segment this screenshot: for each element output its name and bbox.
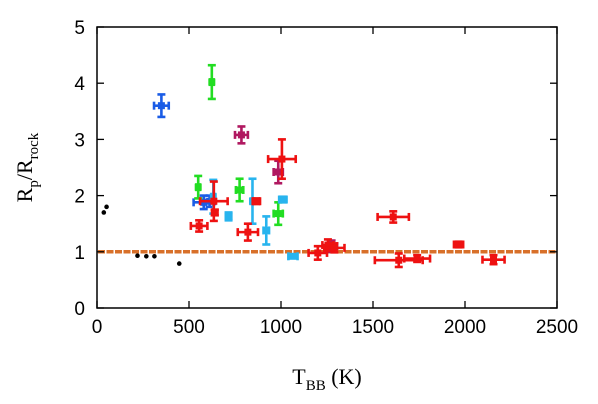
y-tick-label: 0	[74, 299, 85, 320]
y-tick-label: 5	[74, 18, 85, 39]
point-marker	[176, 261, 182, 266]
plot-frame	[96, 26, 558, 309]
data-point	[144, 253, 149, 259]
data-point	[189, 219, 209, 233]
data-point	[135, 253, 140, 259]
y-tick-label: 1	[74, 243, 85, 264]
point-marker	[278, 155, 286, 163]
data-point	[104, 204, 109, 210]
point-marker	[324, 241, 332, 249]
data-point	[233, 125, 250, 145]
x-tick-label: 500	[173, 317, 205, 338]
point-marker	[279, 196, 287, 204]
point-marker	[195, 222, 203, 230]
point-marker	[104, 204, 109, 210]
y-axis-title: Rp/Rrock	[12, 132, 42, 202]
y-tick-label: 4	[74, 74, 85, 95]
point-marker	[389, 213, 397, 221]
point-marker	[152, 253, 157, 259]
data-point	[307, 244, 329, 261]
data-point	[236, 222, 260, 242]
x-tick-label: 2000	[444, 317, 486, 338]
x-tick-label: 0	[92, 317, 103, 338]
point-marker	[252, 197, 260, 205]
point-marker	[208, 78, 216, 86]
point-marker	[289, 252, 297, 260]
data-points-layer	[101, 63, 506, 269]
data-point	[277, 195, 288, 204]
x-tick-label: 2500	[536, 317, 578, 338]
data-point	[262, 215, 271, 246]
data-point	[207, 63, 216, 101]
point-marker	[210, 197, 218, 205]
point-marker	[211, 208, 219, 216]
point-marker	[490, 256, 498, 264]
point-marker	[413, 255, 421, 263]
data-point	[481, 253, 506, 266]
data-point	[234, 177, 245, 203]
point-marker	[274, 210, 282, 218]
ticks-layer: 0 500 1000 1500 2000 2500 0 1 2 3 4 5	[74, 18, 578, 338]
data-point	[287, 252, 299, 261]
data-point	[322, 242, 346, 254]
point-marker	[314, 249, 322, 257]
point-marker	[274, 168, 282, 176]
data-point	[452, 240, 465, 249]
data-point	[251, 197, 262, 206]
data-point	[152, 253, 157, 259]
data-point	[176, 261, 182, 266]
data-point	[224, 211, 233, 222]
data-point	[376, 210, 411, 224]
point-marker	[244, 228, 252, 236]
x-tick-label: 1500	[352, 317, 394, 338]
point-marker	[194, 183, 202, 191]
point-marker	[237, 131, 245, 139]
point-marker	[330, 244, 338, 252]
point-marker	[262, 226, 270, 234]
data-point	[266, 138, 298, 181]
data-point	[402, 253, 432, 264]
point-marker	[157, 102, 165, 110]
y-tick-label: 2	[74, 187, 85, 208]
data-point	[210, 208, 219, 217]
data-point	[272, 201, 285, 227]
point-marker	[135, 253, 140, 259]
data-point	[101, 210, 107, 215]
point-marker	[395, 256, 403, 264]
point-marker	[225, 212, 233, 220]
data-point	[152, 93, 171, 119]
x-axis-title: TBB (K)	[292, 364, 362, 394]
point-marker	[144, 253, 149, 259]
point-marker	[236, 186, 244, 194]
x-tick-label: 1000	[260, 317, 302, 338]
point-marker	[455, 240, 463, 248]
point-marker	[101, 210, 107, 215]
y-tick-label: 3	[74, 130, 85, 151]
